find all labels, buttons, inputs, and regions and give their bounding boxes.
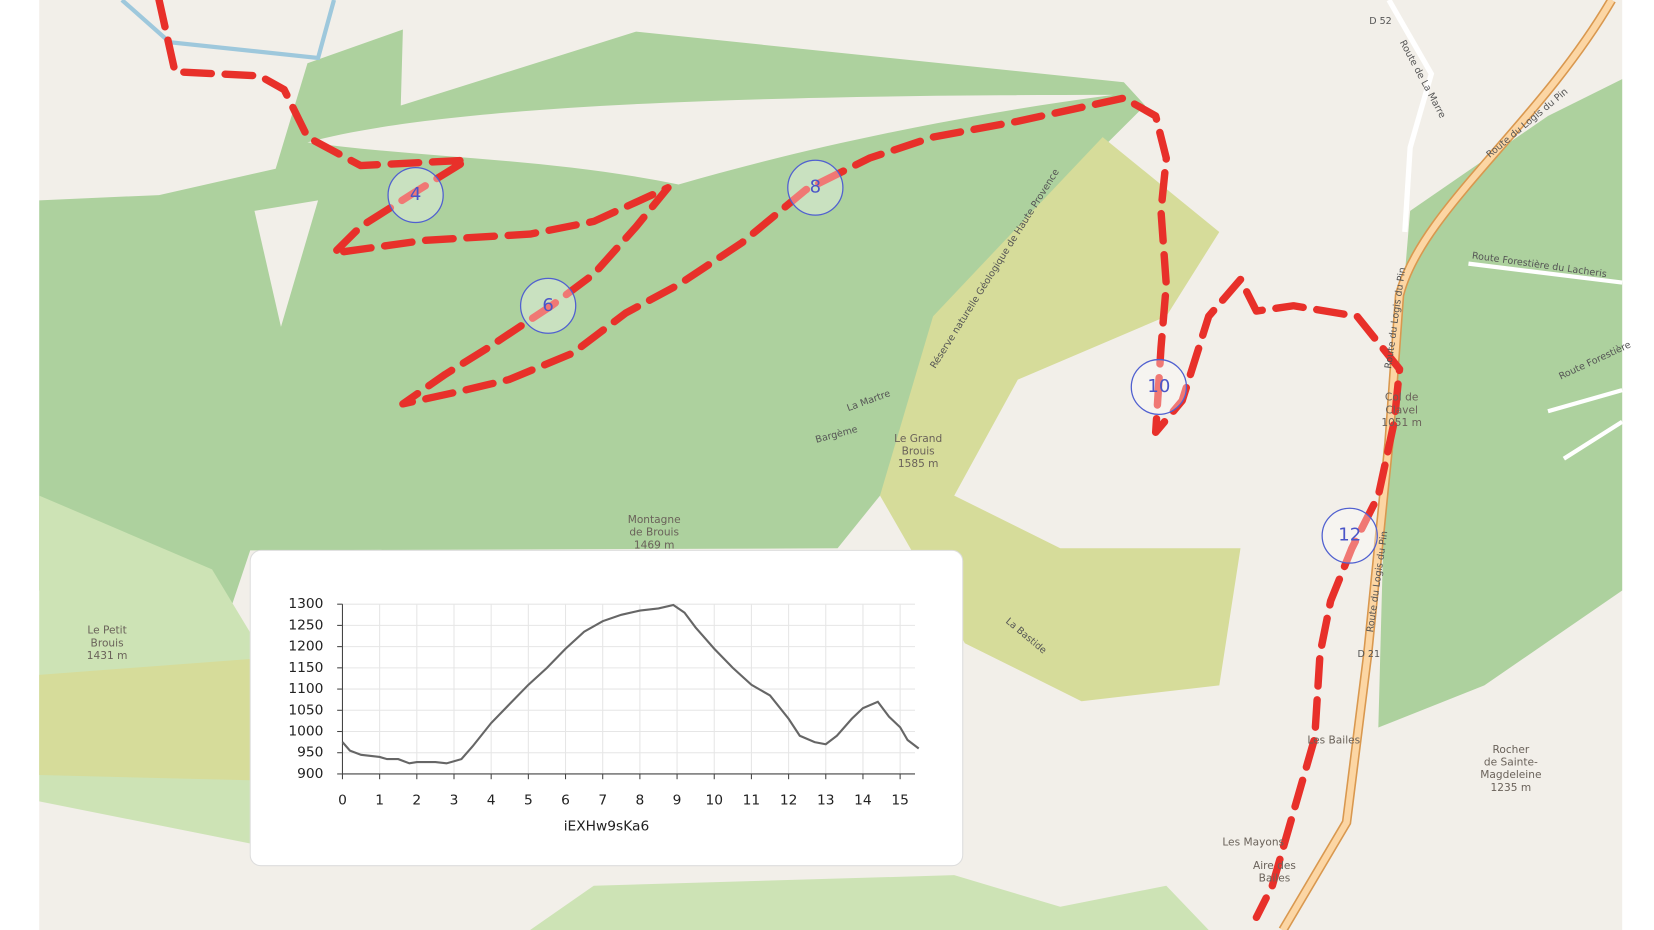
pass-label: Clavel: [1385, 404, 1418, 416]
marker-label: 6: [542, 295, 553, 316]
chart-panel: [249, 549, 964, 867]
peak-label: Brouis: [902, 445, 935, 457]
y-tick-label: 950: [297, 745, 323, 761]
y-tick-label: 900: [297, 766, 323, 782]
x-tick-label: 8: [635, 792, 644, 808]
clearing: [307, 94, 1114, 185]
x-tick-label: 3: [450, 792, 459, 808]
pass-label: 1051 m: [1381, 417, 1422, 429]
peak-label: 1431 m: [87, 650, 128, 662]
marker-circle[interactable]: [787, 159, 844, 216]
y-tick-label: 1300: [288, 596, 323, 612]
x-tick-label: 13: [817, 792, 835, 808]
x-tick-label: 5: [524, 792, 533, 808]
place-label: Les Mayons: [1222, 837, 1284, 849]
x-tick-label: 1: [375, 792, 384, 808]
place-label: Bailes: [1259, 873, 1291, 885]
markers: 4 6 8 10 12: [387, 159, 1378, 564]
stream: [120, 0, 337, 61]
place-label: Aire des: [1253, 860, 1296, 872]
x-axis-label: iEXHw9sKa6: [564, 819, 650, 835]
marker-circle[interactable]: [1321, 507, 1378, 564]
peak-label: de Sainte-: [1484, 757, 1538, 769]
x-tick-label: 12: [780, 792, 798, 808]
x-tick-label: 4: [487, 792, 496, 808]
marker-label: 4: [410, 184, 421, 205]
pass-label: Col de: [1385, 392, 1418, 404]
forest: [39, 29, 1146, 633]
peak-label: Montagne: [628, 514, 681, 526]
road-label: D 52: [1369, 16, 1391, 27]
x-tick-label: 9: [673, 792, 682, 808]
marker-circle[interactable]: [1130, 358, 1188, 416]
y-tick-label: 1200: [288, 639, 323, 655]
road: [1280, 0, 1615, 930]
scrubland: [880, 137, 1241, 702]
x-tick-label: 7: [598, 792, 607, 808]
road: [1468, 261, 1624, 461]
x-tick-label: 11: [743, 792, 761, 808]
peak-label: Rocher: [1492, 744, 1529, 756]
y-tick-label: 1050: [288, 702, 323, 718]
peak-label: Magdeleine: [1480, 769, 1541, 781]
elevation-line: [341, 603, 920, 765]
peak-label: 1585 m: [898, 458, 939, 470]
road: [1386, 0, 1435, 233]
route: [155, 0, 1404, 922]
marker-circle[interactable]: [519, 277, 577, 334]
peak-label: 1235 m: [1491, 782, 1532, 794]
x-tick-label: 10: [705, 792, 723, 808]
marker-label: 10: [1147, 376, 1170, 397]
elevation-chart: iEXHw9sKa6 90095010001050110011501200125…: [249, 549, 964, 867]
y-tick-label: 1000: [288, 724, 323, 740]
road-label: D 21: [1358, 649, 1380, 660]
place-label: Les Bailes: [1307, 734, 1360, 746]
peak-label: de Brouis: [629, 527, 679, 539]
y-tick-label: 1250: [288, 617, 323, 633]
marker-label: 8: [810, 177, 821, 198]
meadow: [530, 875, 1209, 930]
y-tick-label: 1100: [288, 681, 323, 697]
marker-label: 12: [1338, 525, 1361, 546]
peak-label: Le Petit: [87, 625, 126, 637]
scrubland: [39, 659, 251, 781]
x-tick-label: 15: [891, 792, 909, 808]
x-tick-label: 2: [412, 792, 421, 808]
peak-label: Le Grand: [894, 433, 942, 445]
forest: [1378, 79, 1623, 728]
marker-circle[interactable]: [387, 167, 444, 224]
peak-label: Brouis: [91, 637, 124, 649]
x-tick-label: 6: [561, 792, 570, 808]
x-tick-label: 0: [338, 792, 347, 808]
x-tick-label: 14: [854, 792, 872, 808]
peak-label: 1469 m: [634, 539, 675, 551]
y-tick-label: 1150: [288, 660, 323, 676]
clearing: [254, 200, 319, 327]
